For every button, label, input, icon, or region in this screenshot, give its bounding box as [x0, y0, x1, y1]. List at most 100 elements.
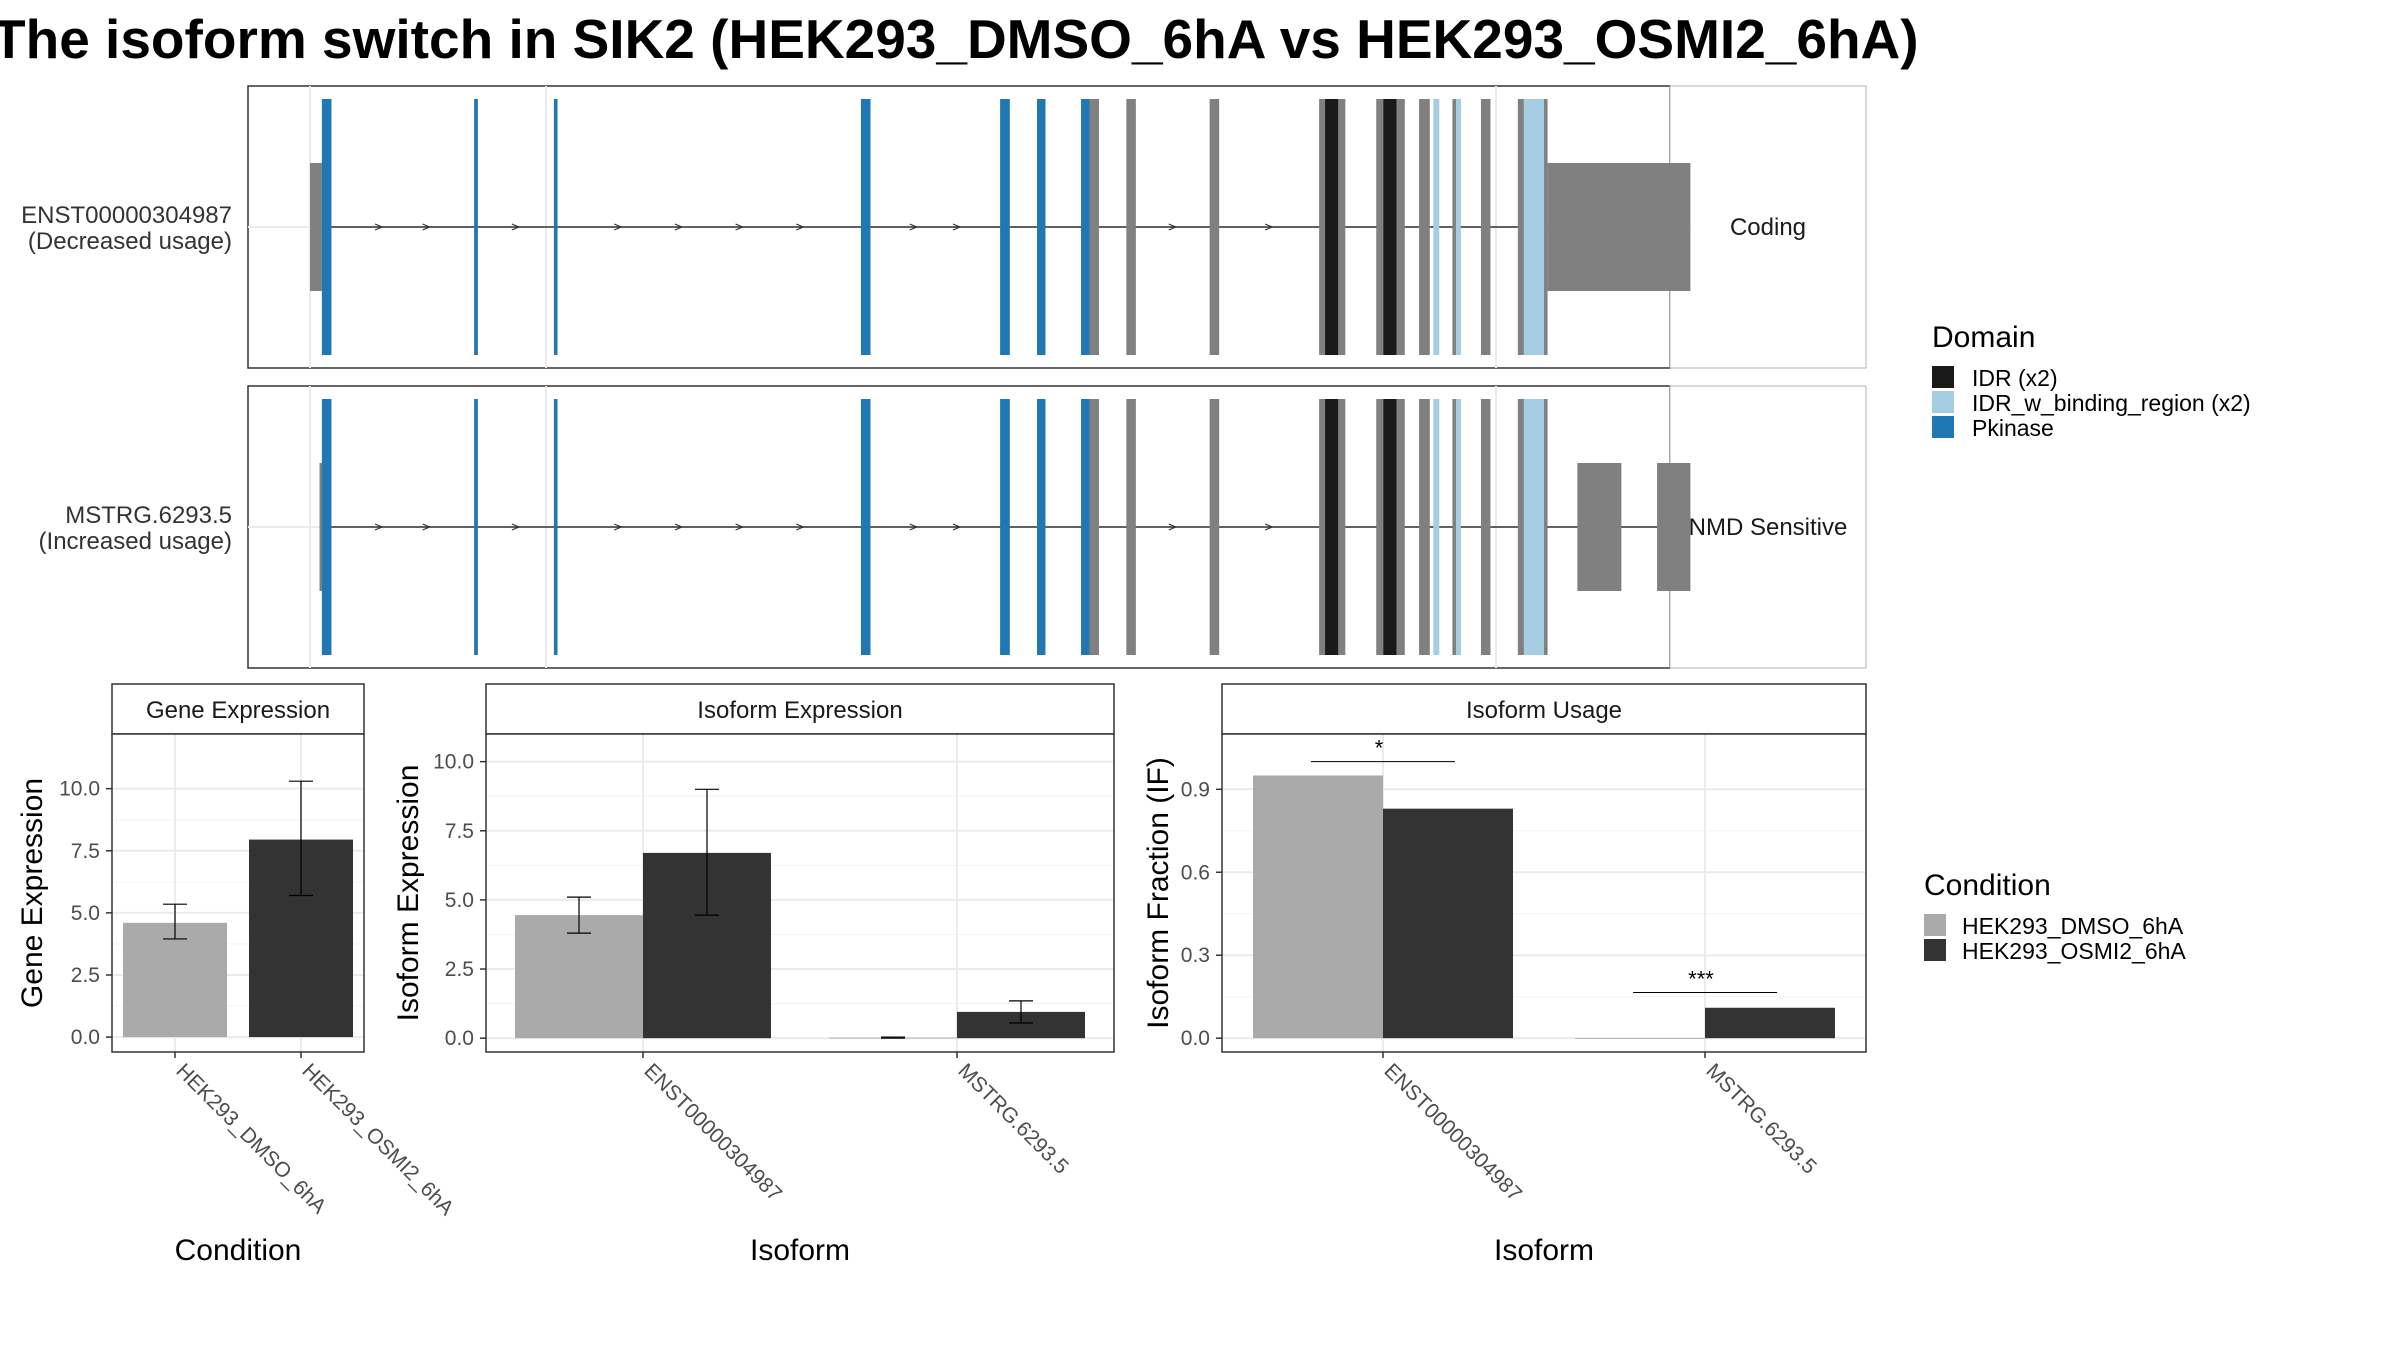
- x-tick-label: ENST00000304987: [1379, 1059, 1526, 1206]
- domain-pkinase: [1037, 399, 1046, 655]
- intron-arrow: [952, 523, 962, 531]
- chart-strip: [111, 683, 365, 735]
- y-tick-label: 7.5: [71, 840, 100, 863]
- significance-label: ***: [1688, 967, 1714, 992]
- intron-arrow: [1168, 223, 1178, 231]
- y-tick-label: 0.6: [1181, 861, 1210, 884]
- isoform-category-label: NMD Sensitive: [1689, 514, 1848, 541]
- intron-arrow: [796, 523, 805, 531]
- domain-idr: [1383, 99, 1397, 355]
- domain-pkinase: [1000, 99, 1010, 355]
- isoform-panel-1: NMD Sensitive: [247, 385, 1867, 669]
- y-tick-label: 5.0: [445, 889, 474, 912]
- domain-pkinase: [321, 99, 332, 355]
- expression-charts: Gene Expression0.02.55.07.510.0HEK293_DM…: [16, 683, 1867, 1267]
- domain-legend-title: Domain: [1932, 321, 2035, 354]
- domain-pkinase: [474, 399, 478, 655]
- coding-exon: [1419, 399, 1430, 655]
- y-tick-label: 10.0: [59, 778, 100, 801]
- intron-arrow: [511, 523, 521, 531]
- legend-swatch-osmi2: [1924, 939, 1946, 961]
- intron-arrow: [422, 523, 432, 531]
- utr-exon: [1657, 463, 1691, 591]
- utr-exon: [1577, 463, 1622, 591]
- bar-dmso-0: [1253, 775, 1383, 1039]
- domain-idr: [1383, 399, 1397, 655]
- intron-arrow: [735, 223, 745, 231]
- legend-label-idr: IDR (x2): [1972, 365, 2058, 391]
- legend-label-osmi2: HEK293_OSMI2_6hA: [1962, 938, 2186, 964]
- x-axis-title: Isoform: [750, 1234, 850, 1267]
- y-axis-title: Isoform Fraction (IF): [1142, 757, 1175, 1029]
- legend-swatch-idr-binding: [1932, 391, 1954, 413]
- isoform-panel-0: Coding: [247, 85, 1867, 369]
- domain-idr-w-binding-region: [1455, 399, 1461, 655]
- legend-swatch-pkinase: [1932, 416, 1954, 438]
- chart-2: Isoform Usage****0.00.30.60.9ENST0000030…: [1142, 683, 1867, 1267]
- intron-arrow: [374, 223, 384, 231]
- isoform-structure-panels: Coding ENST00000304987(Decreased usage) NM…: [21, 85, 1867, 669]
- y-axis-title: Gene Expression: [16, 778, 49, 1008]
- significance-label: *: [1375, 736, 1384, 761]
- isoform-id-label: ENST00000304987: [21, 202, 232, 229]
- legend-swatch-dmso: [1924, 914, 1946, 936]
- y-tick-label: 5.0: [71, 902, 100, 925]
- x-axis-title: Isoform: [1494, 1234, 1594, 1267]
- x-tick-label: MSTRG.6293.5: [953, 1059, 1072, 1178]
- domain-pkinase: [1000, 399, 1010, 655]
- intron-arrow: [674, 223, 684, 231]
- intron-arrow: [796, 223, 805, 231]
- chart-frame: [1221, 733, 1867, 1053]
- domain-pkinase: [321, 399, 332, 655]
- coding-exon: [1209, 99, 1220, 355]
- domain-pkinase: [1081, 99, 1090, 355]
- chart-frame: [111, 733, 365, 1053]
- figure-title: The isoform switch in SIK2 (HEK293_DMSO_…: [0, 8, 1919, 70]
- y-axis-title: Isoform Expression: [392, 765, 425, 1022]
- domain-pkinase: [1037, 99, 1046, 355]
- intron-arrow: [1264, 523, 1274, 531]
- legend-label-idr-binding: IDR_w_binding_region (x2): [1972, 390, 2251, 416]
- intron-arrow: [422, 223, 432, 231]
- legend-label-dmso: HEK293_DMSO_6hA: [1962, 913, 2184, 939]
- coding-exon: [1126, 99, 1136, 355]
- domain-idr-w-binding-region: [1455, 99, 1461, 355]
- intron-arrow: [511, 223, 521, 231]
- domain-pkinase: [553, 99, 558, 355]
- y-tick-label: 0.0: [1181, 1027, 1210, 1050]
- legend-swatch-idr: [1932, 366, 1954, 388]
- domain-pkinase: [553, 399, 558, 655]
- chart-title: Isoform Usage: [1466, 697, 1622, 724]
- y-tick-label: 0.3: [1181, 944, 1210, 967]
- coding-exon: [1209, 399, 1220, 655]
- y-tick-label: 0.9: [1181, 778, 1210, 801]
- condition-legend-title: Condition: [1924, 869, 2051, 902]
- domain-pkinase: [1081, 399, 1090, 655]
- intron-arrow: [1168, 523, 1178, 531]
- bar-osmi2-1: [1705, 1007, 1835, 1039]
- domain-idr: [1325, 399, 1339, 655]
- coding-exon: [1480, 399, 1491, 655]
- y-tick-label: 0.0: [445, 1027, 474, 1050]
- utr-exon: [1547, 163, 1691, 291]
- x-tick-label: MSTRG.6293.5: [1701, 1059, 1820, 1178]
- isoform-usage-label: (Increased usage): [39, 528, 232, 555]
- intron-arrow: [613, 523, 623, 531]
- intron-arrow: [909, 523, 919, 531]
- y-tick-label: 7.5: [445, 820, 474, 843]
- panel-strip: [1669, 85, 1867, 369]
- y-tick-label: 2.5: [445, 958, 474, 981]
- panel-strip: [1669, 385, 1867, 669]
- domain-pkinase: [860, 399, 871, 655]
- isoform-usage-label: (Decreased usage): [28, 228, 232, 255]
- domain-pkinase: [474, 99, 478, 355]
- chart-title: Gene Expression: [146, 697, 330, 724]
- bar-dmso-0: [515, 915, 643, 1039]
- x-tick-label: ENST00000304987: [639, 1059, 786, 1206]
- domain-legend: Domain IDR (x2) IDR_w_binding_region (x2…: [1932, 321, 2251, 441]
- y-tick-label: 0.0: [71, 1026, 100, 1049]
- domain-idr-w-binding-region: [1433, 399, 1440, 655]
- x-axis-title: Condition: [175, 1234, 302, 1267]
- coding-exon: [1419, 99, 1430, 355]
